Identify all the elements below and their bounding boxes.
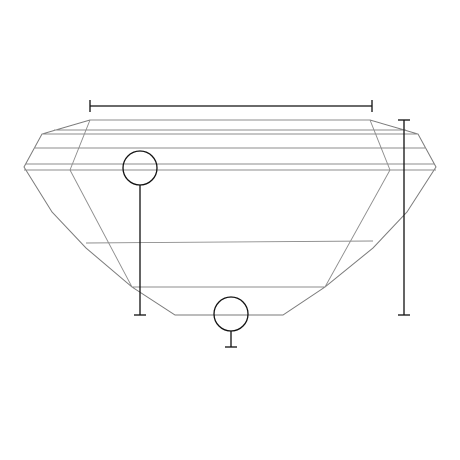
crown-right-diagonal <box>369 119 391 171</box>
crown-left-diagonal <box>69 119 91 171</box>
crown-marker <box>122 150 158 316</box>
pavilion-right-diagonal <box>324 169 391 288</box>
pavilion-facet-line-1 <box>85 240 374 244</box>
culet-marker <box>213 296 249 348</box>
table-width-dimension <box>89 100 373 112</box>
pavilion-left-diagonal <box>69 169 133 288</box>
total-depth-dimension <box>398 119 410 316</box>
stone-outline <box>23 119 437 316</box>
